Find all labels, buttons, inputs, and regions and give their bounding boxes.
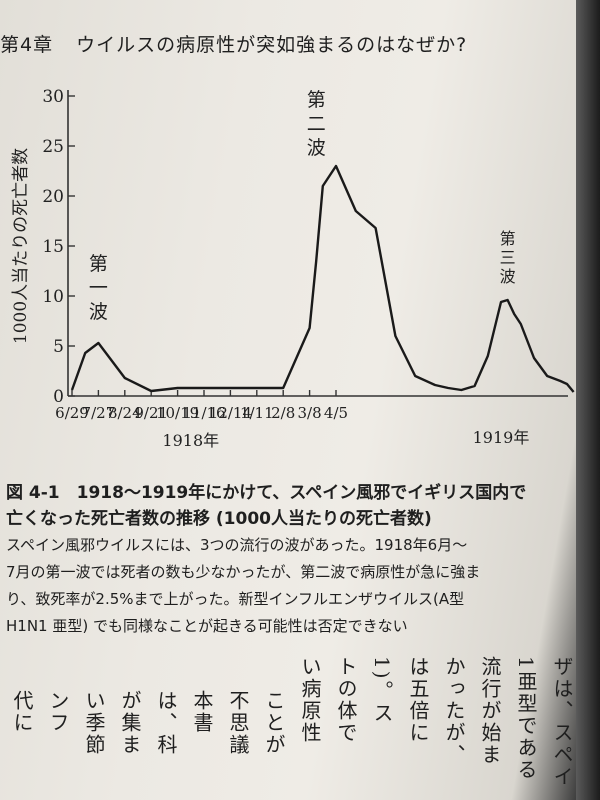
x-tick-label: 2/8: [271, 404, 295, 422]
y-tick-label: 10: [42, 287, 64, 307]
vertical-text-column: トの体で: [334, 656, 358, 744]
y-tick-label: 5: [53, 337, 64, 357]
page-header: 第4章 ウイルスの病原性が突如強まるのはなぜか?: [0, 30, 467, 57]
y-tick-label: 25: [42, 137, 64, 157]
x-group-label-1918: 1918年: [162, 431, 219, 450]
vertical-text-column: ザは、スペイ: [550, 656, 574, 788]
caption-body-line-1: スペイン風邪ウイルスには、3つの流行の波があった。1918年6月〜: [6, 536, 468, 554]
vertical-text-column: い病原性: [298, 656, 322, 744]
x-tick-label: 12/14: [209, 404, 252, 422]
y-tick-label: 0: [53, 387, 64, 407]
x-tick-label: 9/21: [134, 404, 168, 422]
x-tick-label: 7/27: [82, 404, 116, 422]
x-tick-label: 3/8: [298, 404, 322, 422]
vertical-text-column: が集ま: [118, 690, 142, 756]
x-tick-label: 6/29: [55, 404, 89, 422]
x-tick-label: 11/16: [182, 404, 225, 422]
caption-body-line-2: 7月の第一波では死者の数も少なかったが、第二波で病原性が急に強ま: [6, 563, 481, 581]
vertical-text-column: 流行が始ま: [478, 656, 502, 766]
vertical-text-column: 本書: [190, 690, 214, 734]
mortality-series-line: [70, 164, 575, 393]
vertical-body-text: ザは、スペイ 1亜型である 流行が始ま かったが、 は五倍に 1)。ス トの体で い病原性 こと…: [0, 656, 576, 800]
y-tick-label: 30: [42, 87, 64, 107]
x-tick-label: 4/5: [324, 404, 348, 422]
y-axis-ticks: 0 5 10 15 20 25 30: [42, 87, 75, 407]
vertical-text-column: 不思議: [226, 690, 250, 756]
x-group-label-1919: 1919年: [473, 428, 530, 447]
vertical-text-column: 1亜型である: [514, 656, 538, 781]
caption-body-line-3: り、致死率が2.5%まで上がった。新型インフルエンザウイルス(A型: [6, 590, 465, 608]
chapter-title: ウイルスの病原性が突如強まるのはなぜか?: [76, 34, 468, 56]
y-axis-label-text: 1000人当たりの死亡者数: [11, 148, 31, 344]
first-wave-label: 第一波: [89, 253, 108, 323]
second-wave-label: 第二波: [307, 89, 326, 159]
caption-body-line-4: H1N1 亜型) でも同様なことが起きる可能性は否定できない: [6, 617, 408, 635]
x-tick-label: 10/19: [156, 404, 199, 422]
vertical-text-column: ンフ: [46, 690, 70, 734]
vertical-text-column: い季節: [82, 690, 106, 756]
caption-title-line-1: 図 4-1 1918〜1919年にかけて、スペイン風邪でイギリス国内で: [6, 483, 527, 503]
series-group: [70, 164, 575, 393]
chapter-label: 第4章: [0, 34, 54, 56]
figure-caption: 図 4-1 1918〜1919年にかけて、スペイン風邪でイギリス国内で 亡くなっ…: [6, 480, 586, 640]
vertical-text-column: かったが、: [442, 656, 466, 766]
vertical-text-column: は五倍に: [406, 656, 430, 744]
third-wave-label: 第三波: [500, 229, 516, 286]
y-axis-label: 1000人当たりの死亡者数: [11, 148, 31, 344]
x-tick-label: 1/11: [240, 404, 274, 422]
vertical-text-column: は、科: [154, 690, 178, 756]
caption-title-line-2: 亡くなった死亡者数の推移 (1000人当たりの死亡者数): [6, 509, 432, 529]
vertical-text-column: 代に: [10, 690, 34, 734]
y-tick-label: 20: [42, 187, 64, 207]
vertical-text-column: ことが: [262, 690, 286, 756]
x-tick-label: 8/24: [108, 404, 142, 422]
book-gutter: [576, 0, 600, 800]
vertical-text-column: 1)。ス: [370, 656, 394, 725]
y-tick-label: 15: [42, 237, 64, 257]
